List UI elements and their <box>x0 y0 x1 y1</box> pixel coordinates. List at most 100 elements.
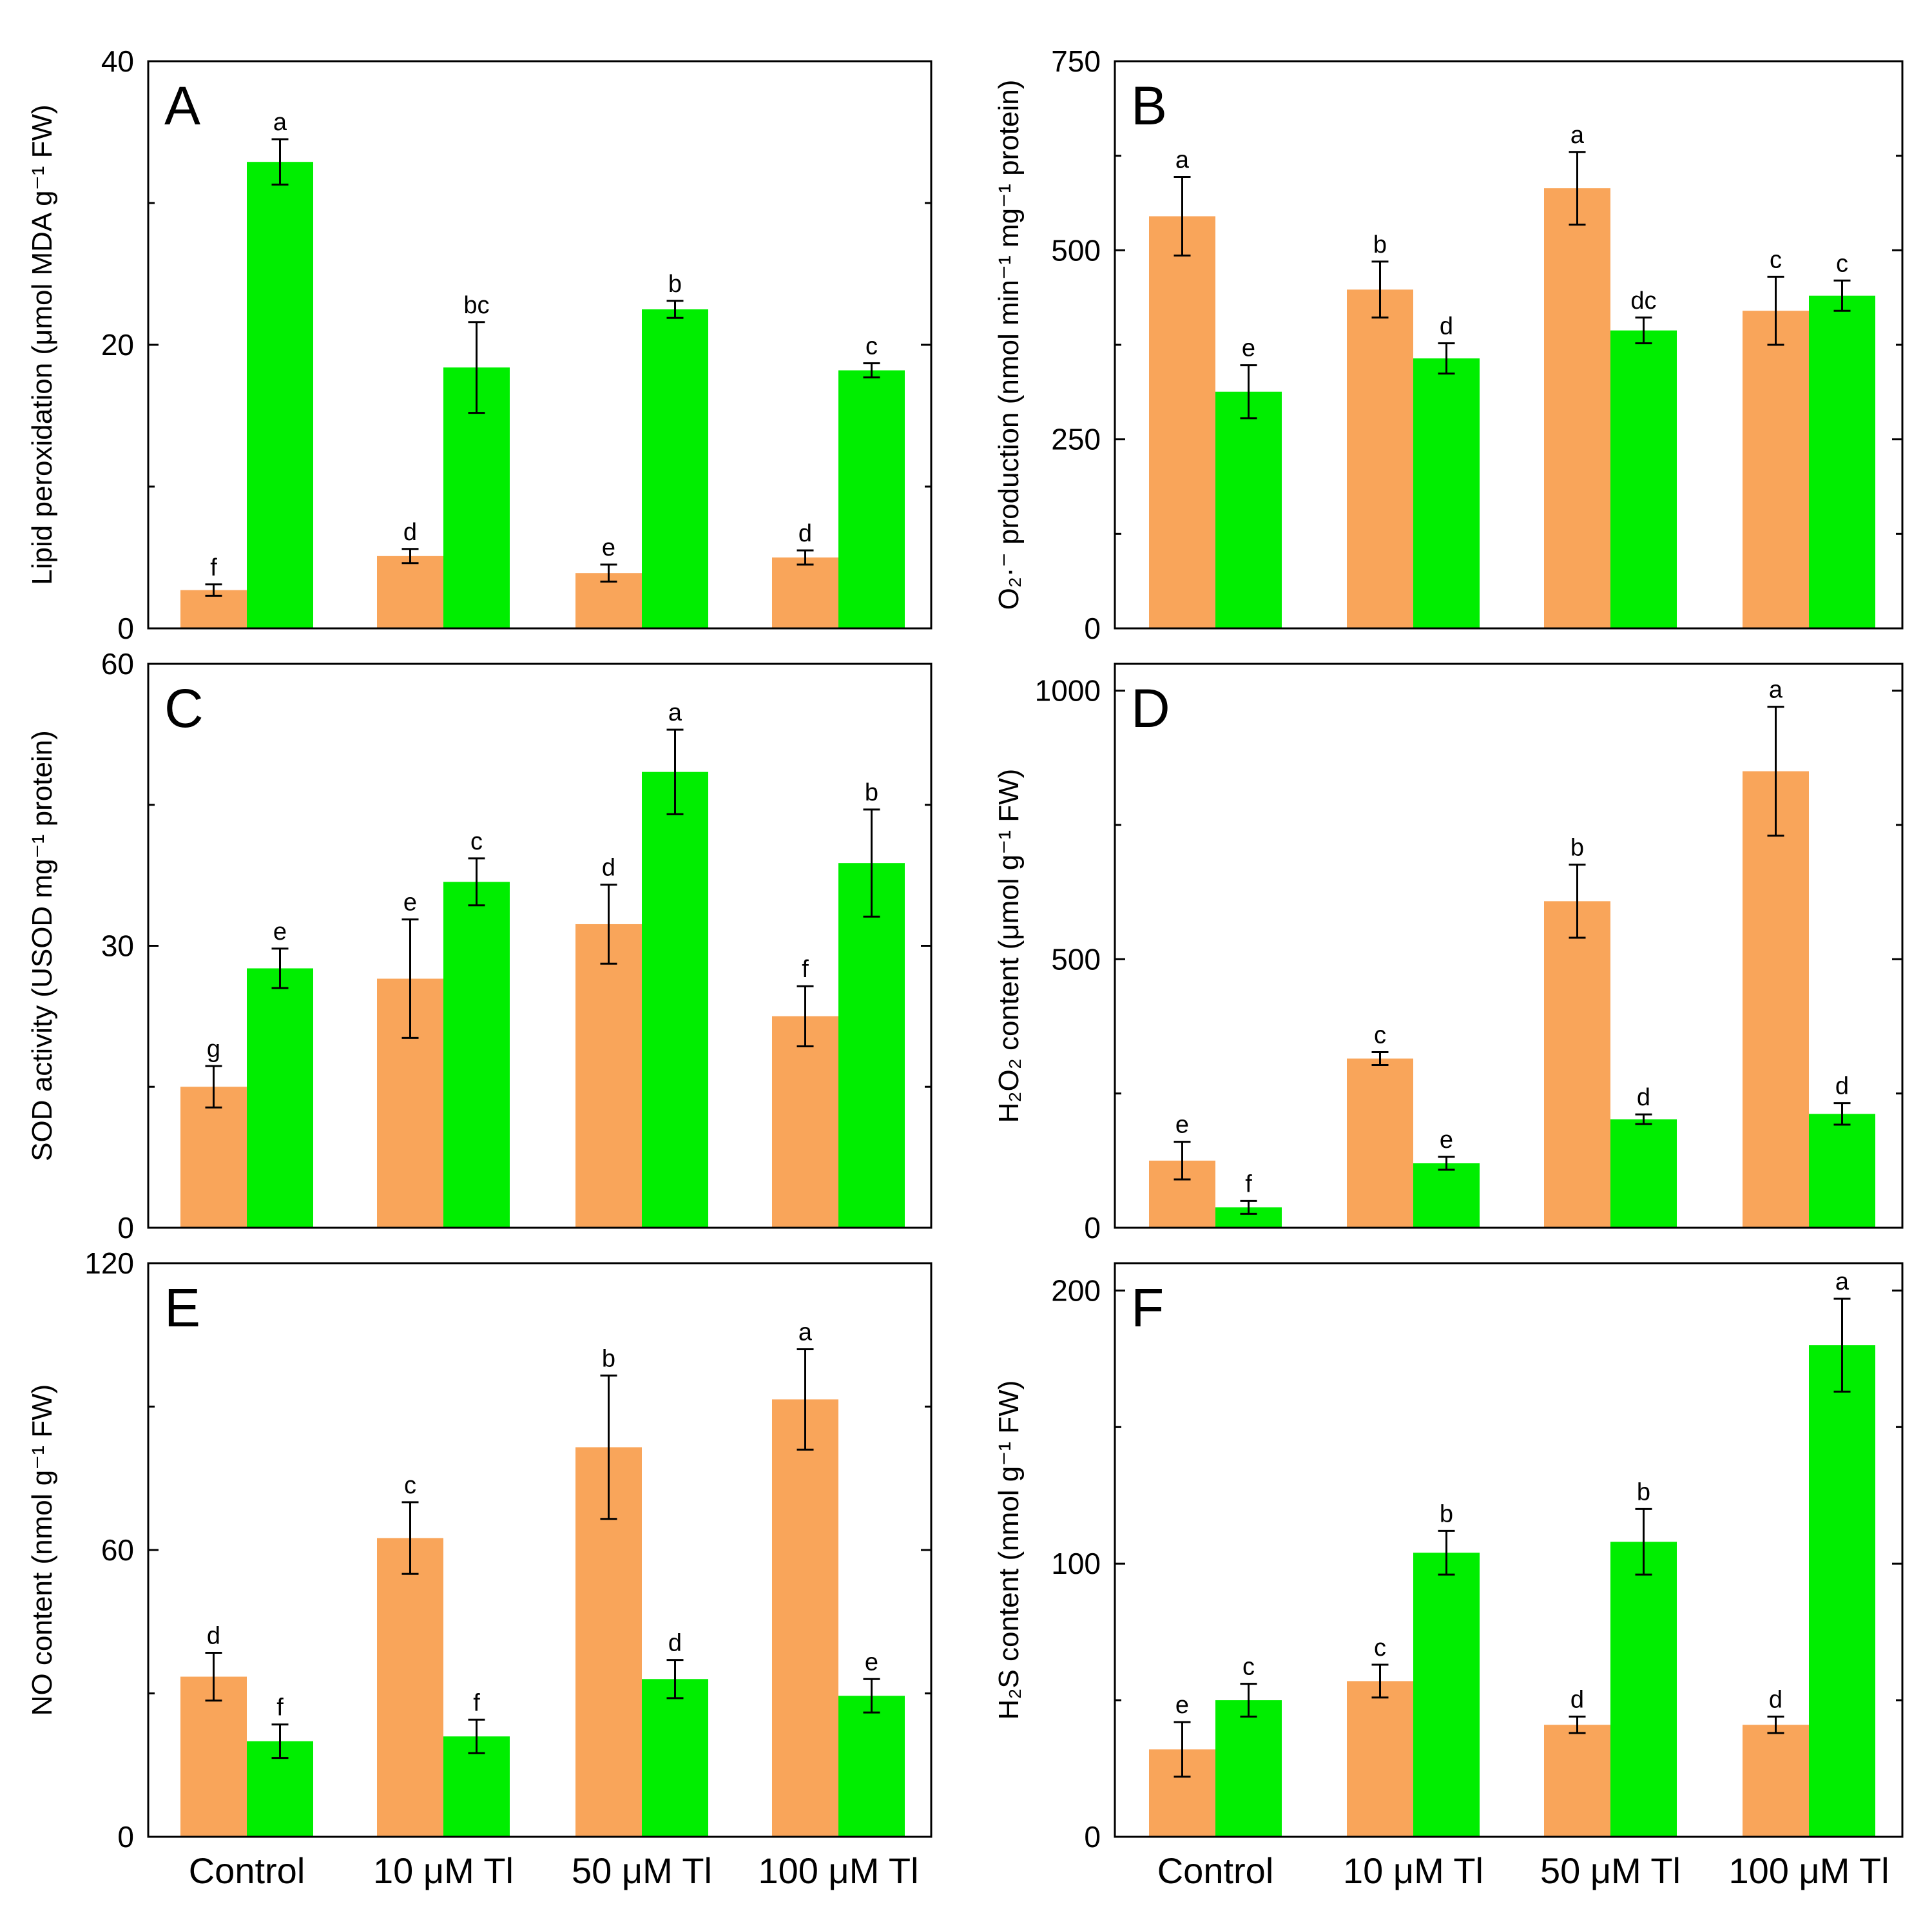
bar <box>1743 1725 1809 1837</box>
y-tick-label: 0 <box>1084 1820 1101 1854</box>
bar <box>1347 289 1413 628</box>
significance-letter: a <box>668 699 682 726</box>
significance-letter: b <box>865 779 878 806</box>
significance-letter: e <box>1175 1112 1189 1139</box>
panel-letter: E <box>164 1277 200 1338</box>
bar <box>1610 1542 1677 1837</box>
panel-letter: F <box>1131 1277 1164 1338</box>
y-tick-label: 500 <box>1051 233 1101 267</box>
bar <box>1544 1725 1610 1837</box>
bar <box>772 1016 838 1228</box>
x-category-label: Control <box>1157 1850 1274 1891</box>
panel-letter: C <box>164 678 204 739</box>
bar <box>1413 1163 1480 1228</box>
significance-letter: g <box>207 1036 220 1063</box>
panel-letter: A <box>164 75 200 136</box>
significance-letter: b <box>1637 1478 1650 1506</box>
significance-letter: c <box>865 333 878 360</box>
significance-letter: f <box>802 956 809 983</box>
panel-e: d f c f b d a e 0 60 120 NO content (nmol g⁻¹ FW) E <box>26 1246 932 1854</box>
significance-letter: d <box>602 855 615 882</box>
significance-letter: d <box>1769 1687 1782 1714</box>
significance-letter: e <box>602 534 615 561</box>
bar <box>1610 1119 1677 1228</box>
bar <box>772 1399 838 1837</box>
bar <box>642 1679 708 1837</box>
significance-letter: e <box>403 889 417 916</box>
y-tick-label: 30 <box>101 929 134 963</box>
x-category-label: Control <box>189 1850 305 1891</box>
bar <box>247 162 313 628</box>
bar <box>443 882 510 1228</box>
significance-letter: f <box>1245 1170 1252 1197</box>
y-axis-title: H₂O₂ content (μmol g⁻¹ FW) <box>993 769 1025 1123</box>
bar <box>1215 391 1282 628</box>
bar <box>1347 1058 1413 1228</box>
significance-letter: c <box>1836 250 1848 277</box>
significance-letter: a <box>1769 677 1783 704</box>
y-tick-label: 40 <box>101 44 134 78</box>
significance-letter: f <box>473 1689 480 1716</box>
x-category-label: 10 μM Tl <box>373 1850 514 1891</box>
significance-letter: b <box>1570 835 1584 862</box>
y-tick-label: 0 <box>117 1820 134 1854</box>
bar <box>1743 311 1809 628</box>
y-tick-label: 120 <box>84 1246 134 1280</box>
x-axis-category-labels: Control 10 μM Tl 50 μM Tl 100 μM Tl Control 1… <box>189 1850 1889 1891</box>
panel-f: e c c b d b d a 0 100 200 H₂S content (nmol g⁻¹ FW)… <box>993 1262 1904 1854</box>
significance-letter: c <box>1770 246 1782 273</box>
y-tick-label: 0 <box>117 1211 134 1245</box>
y-tick-label: 0 <box>1084 1211 1101 1245</box>
bar <box>1215 1700 1282 1837</box>
y-tick-label: 60 <box>101 1533 134 1567</box>
y-axis-title: NO content (nmol g⁻¹ FW) <box>26 1384 58 1716</box>
significance-letter: bc <box>463 292 489 319</box>
bar <box>1347 1681 1413 1837</box>
panel-c: g e e c d a f b 0 30 60 SOD activity (USOD mg⁻¹ pro… <box>26 647 932 1245</box>
bar <box>1809 295 1875 628</box>
significance-letter: d <box>207 1622 220 1649</box>
y-tick-label: 1000 <box>1035 674 1101 708</box>
bar <box>1149 216 1215 628</box>
panel-letter: D <box>1131 678 1170 739</box>
significance-letter: e <box>1175 1692 1189 1719</box>
significance-letter: e <box>1440 1127 1453 1154</box>
y-tick-label: 100 <box>1051 1547 1101 1580</box>
y-axis-title: O₂·⁻ production (nmol min⁻¹ mg⁻¹ protein… <box>993 80 1025 610</box>
significance-letter: b <box>1440 1500 1453 1527</box>
significance-letter: b <box>1373 231 1387 258</box>
significance-letter: a <box>1835 1268 1850 1295</box>
significance-letter: d <box>798 520 812 547</box>
significance-letter: dc <box>1630 287 1656 315</box>
y-tick-label: 200 <box>1051 1274 1101 1307</box>
y-tick-label: 60 <box>101 647 134 681</box>
significance-letter: e <box>1242 335 1255 362</box>
x-category-label: 100 μM Tl <box>758 1850 918 1891</box>
panel-a: f a d bc e b d c 0 20 40 Lipid peroxidation (μmol M… <box>26 44 932 645</box>
bar <box>838 1696 905 1837</box>
bar <box>772 557 838 628</box>
bar <box>180 1676 247 1837</box>
y-tick-label: 500 <box>1051 942 1101 976</box>
bar <box>1809 1114 1875 1228</box>
bar <box>1413 358 1480 628</box>
significance-letter: d <box>1835 1073 1849 1100</box>
plot-frame <box>1114 1262 1904 1838</box>
significance-letter: a <box>273 109 287 136</box>
y-tick-label: 250 <box>1051 423 1101 456</box>
significance-letter: a <box>798 1319 813 1346</box>
significance-letter: e <box>273 918 287 945</box>
significance-letter: d <box>1637 1084 1650 1111</box>
plot-frame <box>1114 663 1904 1229</box>
y-axis-title: H₂S content (nmol g⁻¹ FW) <box>993 1380 1025 1720</box>
bar <box>377 1538 443 1837</box>
bar <box>1610 330 1677 628</box>
bar <box>180 1087 247 1228</box>
significance-letter: a <box>1175 147 1190 174</box>
x-category-label: 100 μM Tl <box>1728 1850 1889 1891</box>
significance-letter: b <box>668 271 682 298</box>
panel-b: a e b d a dc c c 0 250 500 750 O₂·⁻ production (nmol… <box>993 44 1904 645</box>
bar <box>1809 1345 1875 1837</box>
